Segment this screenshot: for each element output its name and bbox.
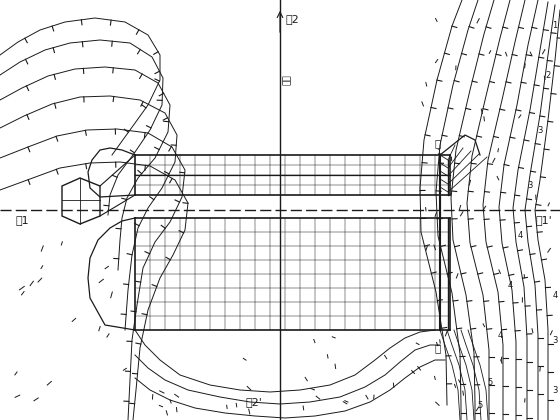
Text: 坝2': 坝2': [245, 397, 262, 407]
Text: 溢: 溢: [435, 343, 441, 353]
Text: 坝1: 坝1: [15, 215, 29, 225]
Text: 4: 4: [552, 291, 558, 299]
Text: 3: 3: [552, 386, 558, 394]
Text: 1: 1: [436, 149, 440, 155]
Text: 3: 3: [537, 126, 543, 134]
Text: 4: 4: [497, 331, 503, 339]
Text: 3: 3: [528, 181, 533, 189]
Text: 5: 5: [487, 378, 493, 386]
Text: 坝1': 坝1': [535, 215, 552, 225]
Text: 2: 2: [545, 71, 550, 79]
Text: 1: 1: [552, 21, 558, 29]
Text: 4: 4: [517, 231, 522, 239]
Text: 3: 3: [552, 336, 558, 344]
Text: 5: 5: [477, 401, 483, 410]
Text: 溢: 溢: [435, 138, 441, 148]
Text: 4: 4: [507, 281, 512, 289]
Text: 主槽: 主槽: [283, 75, 292, 85]
Text: 坝2: 坝2: [285, 14, 298, 24]
